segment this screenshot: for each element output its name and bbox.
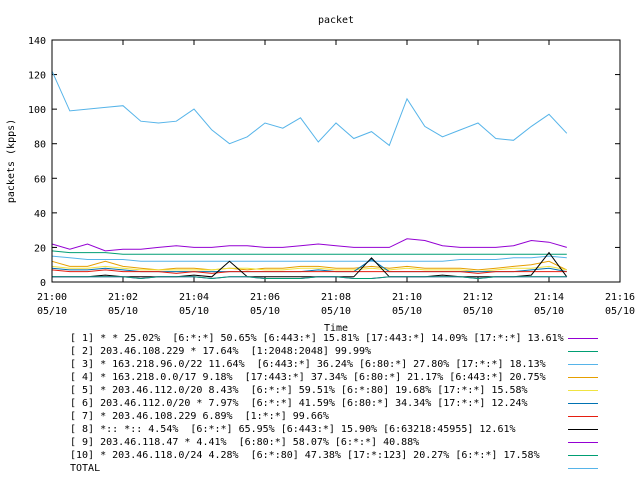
- x-tick-date: 05/10: [534, 306, 564, 317]
- legend-item: [ 1] * * 25.02% [6:*:*] 50.65% [6:443:*]…: [70, 332, 630, 345]
- x-axis-ticks: 21:00 05/10 21:02 05/10 21:04 05/10 21:06 05/10…: [37, 40, 635, 317]
- plot-frame: [51, 39, 621, 283]
- x-tick-date: 05/10: [463, 306, 493, 317]
- legend-item: TOTAL: [70, 462, 630, 475]
- legend-item: [ 8] *:: *:: 4.54% [6:*:*] 65.95% [6:443…: [70, 423, 630, 436]
- legend-swatch: [568, 377, 598, 378]
- series-line-4: [51, 260, 568, 271]
- series-line-10: [52, 276, 567, 280]
- y-tick-label: 60: [34, 174, 46, 185]
- legend-label: [ 1] * * 25.02% [6:*:*] 50.65% [6:443:*]…: [70, 333, 564, 344]
- legend-item: [ 2] 203.46.108.229 * 17.64% [1:2048:204…: [70, 345, 630, 358]
- legend-label: [10] * 203.46.118.0/24 4.28% [6:*:80] 47…: [70, 450, 540, 461]
- legend-item: [ 9] 203.46.118.47 * 4.41% [6:80:*] 58.0…: [70, 436, 630, 449]
- x-tick-time: 21:12: [463, 292, 493, 303]
- legend-swatch: [568, 416, 598, 417]
- y-tick-label: 20: [34, 243, 46, 254]
- legend-swatch: [568, 455, 598, 456]
- x-tick-time: 21:06: [250, 292, 280, 303]
- series-line-1: [51, 238, 567, 252]
- x-tick-time: 21:10: [392, 292, 422, 303]
- legend-label: [ 8] *:: *:: 4.54% [6:*:*] 65.95% [6:443…: [70, 424, 516, 435]
- legend-swatch: [568, 429, 598, 430]
- legend-swatch: [568, 338, 598, 339]
- legend-item: [ 7] * 203.46.108.229 6.89% [1:*:*] 99.6…: [70, 410, 630, 423]
- legend-swatch: [568, 403, 598, 404]
- legend-swatch: [568, 468, 598, 469]
- legend-swatch: [568, 442, 598, 443]
- y-axis-ticks: 0 20 40 60 80 100 120 140: [28, 36, 620, 289]
- series-line-3: [51, 255, 567, 262]
- x-tick-time: 21:04: [179, 292, 209, 303]
- legend-label: [ 7] * 203.46.108.229 6.89% [1:*:*] 99.6…: [70, 411, 329, 422]
- y-tick-label: 120: [28, 71, 46, 82]
- legend-item: [ 6] 203.46.112.0/20 * 7.97% [6:*:*] 41.…: [70, 397, 630, 410]
- x-tick-time: 21:08: [321, 292, 351, 303]
- x-tick-date: 05/10: [108, 306, 138, 317]
- legend-swatch: [568, 390, 598, 391]
- series-line-2: [51, 250, 567, 255]
- y-tick-label: 140: [28, 36, 46, 47]
- legend-item: [10] * 203.46.118.0/24 4.28% [6:*:80] 47…: [70, 449, 630, 462]
- y-axis-label: packets (kpps): [6, 119, 17, 203]
- legend-label: [ 4] * 163.218.0.0/17 9.18% [17:443:*] 3…: [70, 372, 546, 383]
- legend-item: [ 4] * 163.218.0.0/17 9.18% [17:443:*] 3…: [70, 371, 630, 384]
- chart-title: packet: [318, 15, 354, 26]
- x-tick-date: 05/10: [37, 306, 67, 317]
- series-line-7: [51, 269, 567, 274]
- legend-label: [ 9] 203.46.118.47 * 4.41% [6:80:*] 58.0…: [70, 437, 420, 448]
- x-axis-label: Time: [324, 323, 348, 334]
- x-tick-time: 21:16: [605, 292, 635, 303]
- legend-swatch: [568, 351, 598, 352]
- x-tick-date: 05/10: [250, 306, 280, 317]
- series-line-11: [51, 70, 568, 147]
- legend-label: [ 2] 203.46.108.229 * 17.64% [1:2048:204…: [70, 346, 372, 357]
- legend: [ 1] * * 25.02% [6:*:*] 50.65% [6:443:*]…: [70, 332, 630, 475]
- x-tick-time: 21:14: [534, 292, 564, 303]
- legend-label: TOTAL: [70, 463, 101, 474]
- x-tick-time: 21:02: [108, 292, 138, 303]
- x-tick-date: 05/10: [392, 306, 422, 317]
- x-tick-date: 05/10: [321, 306, 351, 317]
- x-tick-date: 05/10: [179, 306, 209, 317]
- y-tick-label: 0: [40, 278, 46, 289]
- y-tick-label: 100: [28, 105, 46, 116]
- x-tick-time: 21:00: [37, 292, 67, 303]
- legend-item: [ 3] * 163.218.96.0/22 11.64% [6:443:*] …: [70, 358, 630, 371]
- legend-label: [ 5] * 203.46.112.0/20 8.43% [6:*:*] 59.…: [70, 385, 528, 396]
- legend-item: [ 5] * 203.46.112.0/20 8.43% [6:*:*] 59.…: [70, 384, 630, 397]
- legend-label: [ 6] 203.46.112.0/20 * 7.97% [6:*:*] 41.…: [70, 398, 528, 409]
- x-tick-date: 05/10: [605, 306, 635, 317]
- y-tick-label: 40: [34, 209, 46, 220]
- series-line-8: [52, 251, 568, 278]
- series-lines: [51, 70, 568, 280]
- legend-label: [ 3] * 163.218.96.0/22 11.64% [6:443:*] …: [70, 359, 546, 370]
- legend-swatch: [568, 364, 598, 365]
- y-tick-label: 80: [34, 140, 46, 151]
